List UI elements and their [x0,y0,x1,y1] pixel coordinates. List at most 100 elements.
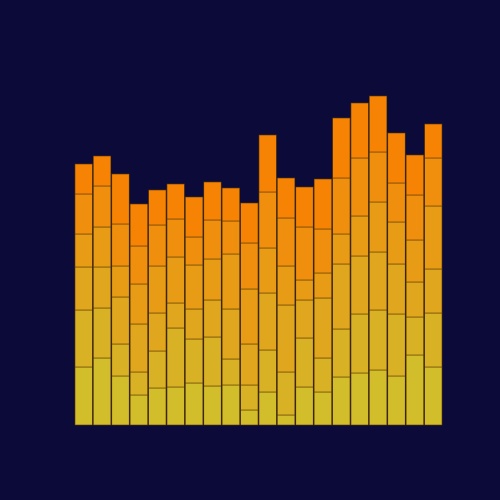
bar-segment-7-2 [185,338,204,384]
bar-segment-9-2 [221,358,240,386]
bar-segment-13-6 [295,186,314,228]
bar-group-3 [111,173,130,426]
bar-segment-1-3 [74,266,93,311]
bar-segment-16-4 [350,215,369,257]
bar-group-8 [203,181,222,426]
bar-segment-16-3 [350,255,369,315]
bar-segment-13-2 [295,337,314,388]
bar-segment-3-4 [111,265,130,298]
bar-group-20 [424,123,443,426]
bar-segment-14-5 [313,228,332,274]
bar-segment-19-2 [405,316,424,356]
bar-segment-13-5 [295,226,314,281]
bar-segment-17-2 [369,309,388,371]
bar-segment-7-1 [185,382,204,426]
bar-segment-18-2 [387,313,406,377]
bar-group-16 [350,102,369,426]
bar-segment-3-2 [111,343,130,377]
bar-segment-7-3 [185,308,204,340]
bar-segment-16-2 [350,313,369,374]
bar-segment-13-3 [295,299,314,339]
bar-segment-6-3 [166,302,185,329]
bar-segment-12-1 [277,414,296,426]
bar-segment-19-5 [405,194,424,241]
bar-segment-14-6 [313,178,332,230]
bar-segment-19-6 [405,154,424,196]
bar-segment-18-5 [387,182,406,223]
bar-segment-15-6 [332,117,351,179]
bar-segment-8-1 [203,385,222,426]
bar-segment-9-5 [221,220,240,255]
bar-segment-8-5 [203,219,222,260]
bar-segment-9-6 [221,187,240,222]
bar-segment-7-4 [185,264,204,310]
bar-group-1 [74,163,93,426]
bar-segment-11-6 [258,134,277,193]
bar-segment-16-6 [350,102,369,159]
bar-segment-14-1 [313,391,332,426]
bar-segment-2-2 [93,307,112,359]
bar-segment-11-1 [258,391,277,426]
bar-segment-12-6 [277,177,296,219]
bar-segment-15-1 [332,376,351,426]
bar-segment-1-1 [74,366,93,426]
bar-segment-2-4 [93,226,112,268]
bar-group-7 [185,196,204,426]
bar-segment-13-1 [295,386,314,426]
bar-segment-3-3 [111,296,130,345]
bar-segment-5-1 [148,387,167,426]
bar-segment-17-4 [369,201,388,253]
bar-segment-14-3 [313,297,332,359]
bar-segment-1-6 [74,163,93,195]
bar-segment-19-4 [405,239,424,283]
bar-segment-20-3 [424,268,443,314]
bar-group-13 [295,186,314,426]
bar-segment-11-2 [258,349,277,393]
bar-segment-2-6 [93,155,112,187]
bar-segment-10-1 [240,409,259,426]
bar-segment-9-3 [221,308,240,360]
bar-group-17 [369,95,388,426]
bar-segment-20-5 [424,157,443,207]
bar-segment-4-4 [129,283,148,325]
bar-segment-18-4 [387,221,406,265]
bar-segment-5-3 [148,312,167,352]
bar-segment-11-3 [258,292,277,351]
bar-segment-15-3 [332,263,351,330]
bar-group-14 [313,178,332,426]
bar-segment-12-5 [277,217,296,267]
bar-segment-10-2 [240,384,259,411]
bar-segment-12-2 [277,371,296,416]
bar-segment-3-1 [111,375,130,426]
bar-segment-8-2 [203,336,222,387]
bar-segment-16-1 [350,372,369,426]
bar-segment-5-4 [148,265,167,314]
bar-segment-6-6 [166,183,185,220]
bar-segment-8-6 [203,181,222,221]
bar-segment-9-1 [221,384,240,426]
bar-segment-6-1 [166,386,185,426]
bar-group-10 [240,202,259,426]
bar-segment-19-3 [405,281,424,318]
bar-segment-3-6 [111,173,130,225]
bar-segment-17-5 [369,151,388,203]
bar-segment-8-3 [203,299,222,338]
bar-segment-17-3 [369,251,388,311]
bar-segment-15-5 [332,177,351,235]
bar-segment-5-2 [148,350,167,389]
bar-segment-1-5 [74,193,93,235]
bar-segment-20-6 [424,123,443,159]
bar-segment-14-4 [313,272,332,299]
bar-group-19 [405,154,424,426]
bar-segment-2-5 [93,185,112,228]
bar-segment-20-1 [424,366,443,426]
bar-segment-5-6 [148,189,167,226]
bar-segment-6-2 [166,327,185,388]
bar-segment-10-5 [240,242,259,290]
bar-segment-13-4 [295,279,314,301]
bar-segment-15-4 [332,233,351,265]
bar-segment-17-6 [369,95,388,153]
bar-segment-8-4 [203,258,222,301]
bar-group-5 [148,189,167,426]
bar-segment-4-2 [129,371,148,396]
